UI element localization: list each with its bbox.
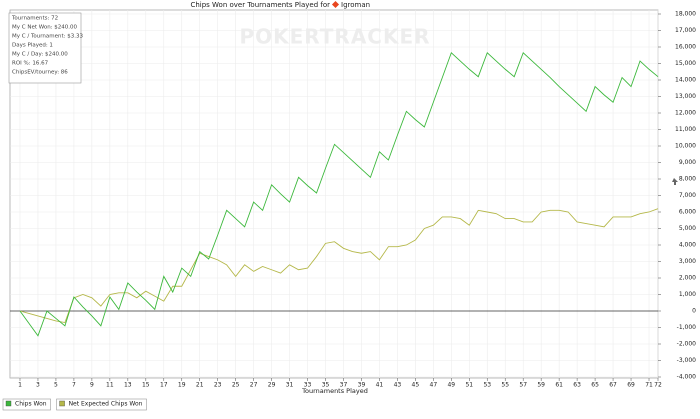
player-name: Igroman [341,1,370,9]
y-tick-label: -1,000 [677,324,697,331]
x-tick-label: 1 [18,382,22,389]
x-tick-label: 59 [537,382,545,389]
x-tick-label: 39 [358,382,366,389]
y-tick-label: 16,000 [675,44,696,51]
player-icon [331,0,340,9]
y-tick-label: 9,000 [679,159,696,166]
legend-box [2,398,51,411]
x-tick-label: 5 [54,382,58,389]
y-tick-label: 17,000 [675,27,696,34]
plot-frame [9,9,659,379]
y-tick-label: 2,000 [679,275,696,282]
y-tick-label: 1,000 [679,291,696,298]
x-tick-label: 17 [160,382,168,389]
y-tick-label: -3,000 [677,357,697,364]
x-tick-label: 25 [232,382,240,389]
x-tick-label: 65 [591,382,599,389]
y-tick-label: 11,000 [675,126,696,133]
x-tick-label: 47 [430,382,438,389]
stats-box [8,12,82,84]
x-tick-label: 71 [645,382,653,389]
legend-box [56,398,147,411]
stats-line: My C Net Won: $240.00 [12,25,78,31]
watermark: POKERTRACKER [239,25,430,49]
x-tick-label: 57 [519,382,527,389]
x-tick-label: 63 [573,382,581,389]
stats-line: ROI %: 16.67 [12,61,49,67]
scroll-icon [672,178,678,185]
x-tick-label: 72 [654,382,662,389]
x-tick-label: 21 [196,382,204,389]
legend-label: Chips Won [15,401,47,408]
x-tick-label: 67 [609,382,617,389]
stats-line: Days Played: 1 [12,43,53,49]
x-tick-label: 15 [142,382,150,389]
x-tick-label: 7 [72,382,76,389]
x-tick-label: 55 [501,382,509,389]
stats-line: Tournaments: 72 [11,16,58,22]
legend-item: Chips Won [2,398,51,411]
x-tick-label: 31 [286,382,294,389]
y-tick-label: 18,000 [675,11,696,18]
legend-item: Net Expected Chips Won [56,398,147,411]
x-tick-label: 35 [322,382,330,389]
x-tick-label: 3 [36,382,40,389]
x-tick-label: 33 [304,382,312,389]
y-tick-label: -2,000 [677,341,697,348]
x-tick-label: 61 [555,382,563,389]
y-tick-label: 3,000 [679,258,696,265]
stats-line: My C / Tournament: $3.33 [12,34,83,40]
x-tick-label: 29 [268,382,276,389]
y-tick-label: 5,000 [679,225,696,232]
series-line [19,208,659,324]
x-tick-label: 45 [412,382,420,389]
x-tick-label: 37 [340,382,348,389]
y-tick-label: 12,000 [675,110,696,117]
y-tick-label: 14,000 [675,77,696,84]
x-tick-label: 53 [483,382,491,389]
series-line [19,51,659,337]
y-tick-label: 4,000 [679,242,696,249]
x-tick-label: 51 [465,382,473,389]
legend-swatch [5,400,12,407]
legend-label: Net Expected Chips Won [69,401,143,408]
y-tick-label: 7,000 [679,192,696,199]
x-axis-title: Tournaments Played [301,387,368,395]
chart-title: Chips Won over Tournaments Played for [190,1,330,9]
x-tick-label: 69 [627,382,635,389]
x-tick-label: 27 [250,382,258,389]
y-tick-label: 8,000 [679,176,696,183]
stats-line: My C / Day: $240.00 [12,52,68,58]
legend-swatch [59,400,65,407]
stats-line: ChipsEV/tourney: 86 [12,70,68,76]
y-tick-label: 6,000 [679,209,696,216]
y-tick-label: 15,000 [675,60,696,67]
x-tick-label: 43 [394,382,402,389]
y-tick-label: 13,000 [675,93,696,100]
y-tick-label: 10,000 [675,143,696,150]
x-tick-label: 19 [178,382,186,389]
x-tick-label: 49 [447,382,455,389]
y-tick-label: 0 [692,308,696,315]
x-tick-label: 41 [376,382,384,389]
y-tick-label: -4,000 [677,374,697,381]
x-tick-label: 23 [214,382,222,389]
x-tick-label: 11 [106,382,114,389]
x-tick-label: 9 [90,382,94,389]
x-tick-label: 13 [124,382,132,389]
